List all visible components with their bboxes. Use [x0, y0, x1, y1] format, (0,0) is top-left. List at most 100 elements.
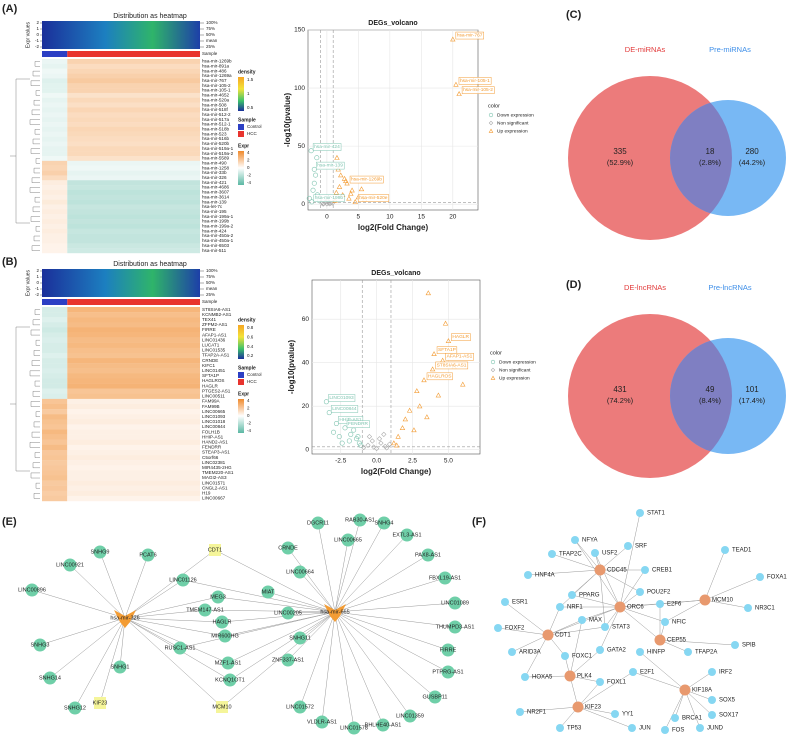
heat-cell — [67, 160, 200, 166]
legend-title: density — [238, 317, 256, 323]
hub-node — [114, 610, 136, 628]
dendrogram — [33, 235, 40, 242]
edge — [204, 609, 336, 613]
legend-tick: 0 — [247, 165, 250, 170]
dendrogram — [29, 370, 40, 377]
panel-label: (A) — [2, 3, 18, 15]
heat-cell — [42, 160, 68, 166]
dendrogram — [34, 197, 40, 203]
edge — [334, 611, 384, 726]
node-label: LINC01572 — [286, 704, 314, 710]
node-label: SNHG4 — [375, 520, 394, 526]
heat-cell — [42, 233, 68, 239]
heat-cell — [67, 170, 200, 176]
quantile-label: 50% — [206, 32, 215, 37]
edge — [527, 569, 601, 576]
heat-cell — [67, 490, 200, 497]
panel-label: (B) — [2, 256, 18, 268]
node-label: LINC01578 — [340, 725, 368, 731]
edge — [599, 606, 621, 651]
edge — [49, 617, 126, 679]
y-tick-label: -1 — [35, 286, 39, 291]
annotation: ST8SIA6-AS1 — [437, 362, 467, 368]
sample-bar — [67, 299, 200, 305]
dendrogram — [29, 187, 40, 193]
point — [376, 436, 383, 442]
edge — [619, 606, 666, 623]
heat-cell — [42, 107, 68, 113]
node-label: JUN — [639, 726, 651, 732]
node — [173, 641, 187, 655]
heat-cell — [42, 332, 68, 338]
edge — [551, 553, 601, 571]
node-label: POU2F2 — [647, 590, 671, 596]
node — [341, 533, 355, 547]
legend-marker — [488, 120, 494, 126]
heat-cell — [67, 199, 200, 205]
edge — [31, 589, 126, 619]
legend-item: Control — [247, 372, 262, 377]
point — [395, 433, 401, 439]
node-label: FOXA1 — [767, 575, 787, 581]
node-label: HAGLR — [213, 619, 232, 625]
heat-cell — [42, 141, 68, 147]
panel-label: (D) — [566, 279, 582, 291]
heat-cell — [67, 107, 200, 113]
heat-cell — [67, 475, 200, 481]
point — [414, 388, 420, 393]
point — [460, 381, 466, 387]
heat-cell — [42, 495, 68, 502]
heat-cell — [42, 337, 68, 343]
node — [516, 708, 524, 716]
legend-tick: 0.6 — [247, 335, 254, 340]
node — [578, 616, 586, 624]
heat-cell — [42, 368, 68, 374]
heat-cell — [42, 68, 68, 74]
row-label: hsa-mir-3607 — [202, 190, 230, 195]
node-label: GUSBP11 — [423, 694, 448, 700]
heat-cell — [42, 322, 68, 328]
row-label: hsa-mir-523 — [202, 131, 227, 136]
heat-cell — [42, 352, 68, 359]
annotation-box — [330, 405, 359, 413]
point — [346, 438, 352, 444]
heat-cell — [67, 424, 200, 430]
point — [331, 429, 337, 435]
legend-tick: 2 — [247, 158, 250, 163]
dendrogram — [35, 482, 40, 489]
point — [343, 178, 349, 184]
region-percent: (52.9%) — [607, 158, 634, 167]
dendrogram — [34, 129, 40, 135]
edge — [182, 579, 336, 613]
row-label: hsa-mir-520b — [202, 141, 230, 146]
row-label: AFAP1-AS1 — [202, 332, 227, 337]
row-label: ST8SIA6-AS1 — [202, 307, 231, 312]
node-label: BHLHE40-AS1 — [365, 722, 402, 728]
dendrogram — [35, 158, 40, 164]
row-label: hsa-mir-520a — [202, 97, 230, 102]
dendrogram — [33, 167, 40, 174]
row-label: hsa-mir-516b — [202, 136, 230, 141]
dendrogram — [10, 326, 30, 472]
node — [400, 528, 414, 542]
node — [721, 546, 729, 554]
heat-cell — [67, 378, 200, 384]
node-label: TFAP2A — [695, 650, 717, 656]
edge — [577, 671, 634, 708]
node-label: ESR1 — [512, 600, 528, 606]
annotation-box — [313, 194, 345, 202]
edge — [124, 549, 216, 619]
heat-cell — [42, 342, 68, 349]
point — [358, 442, 364, 448]
heat-cell — [67, 175, 200, 181]
dendrogram — [32, 462, 40, 469]
sample-bar — [42, 51, 68, 57]
hub-node — [594, 564, 606, 576]
annotation: hsa-mir-767 — [457, 33, 483, 39]
node-label: STAT1 — [647, 511, 665, 517]
point — [416, 403, 423, 409]
heat-cell — [67, 322, 200, 328]
x-tick-label: 2.5 — [408, 458, 417, 465]
heat-cell — [67, 337, 200, 343]
legend-swatch — [238, 124, 244, 130]
